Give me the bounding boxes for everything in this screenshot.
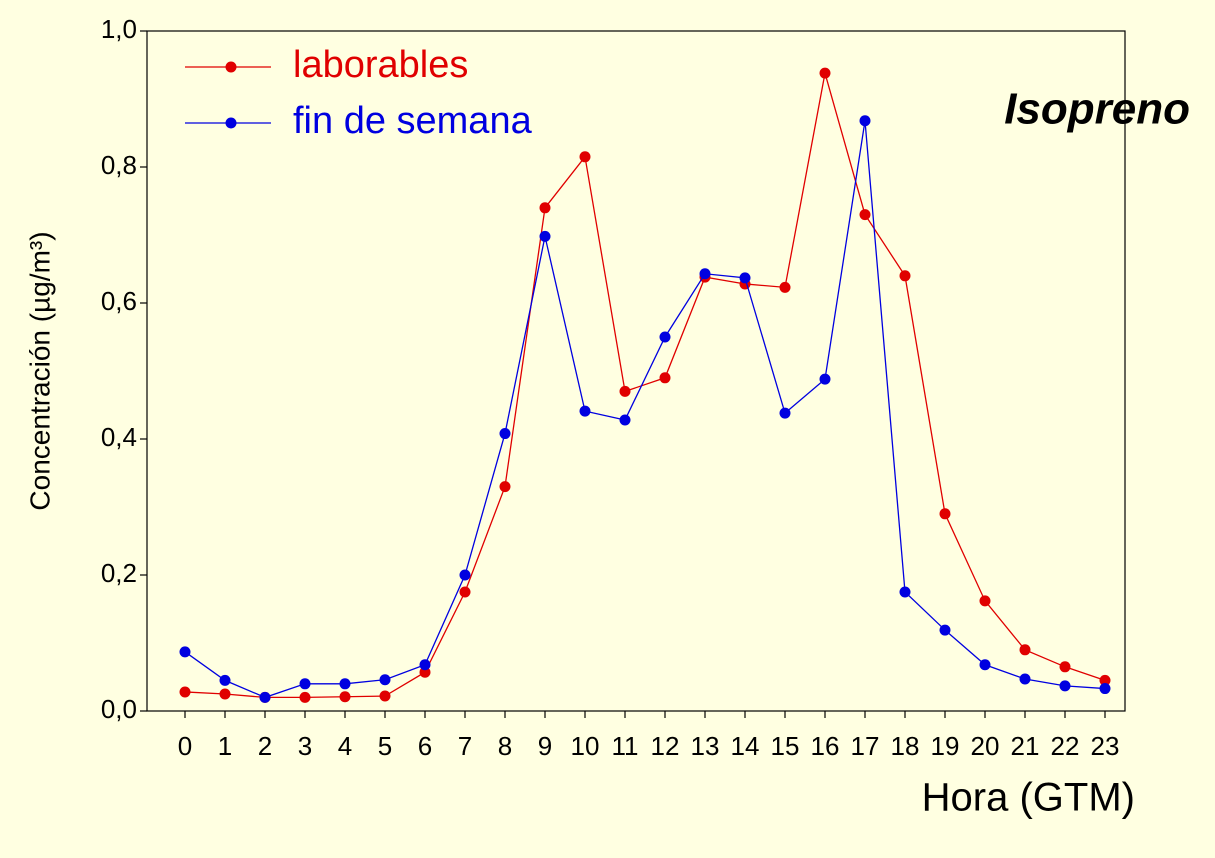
y-tick-label: 1,0 — [101, 14, 137, 44]
x-tick-label: 15 — [771, 731, 800, 761]
data-point — [579, 151, 591, 163]
data-point — [779, 281, 791, 293]
x-tick-label: 14 — [731, 731, 760, 761]
data-point — [579, 405, 591, 417]
data-point — [459, 586, 471, 598]
data-point — [339, 678, 351, 690]
data-point — [979, 659, 991, 671]
data-point — [899, 586, 911, 598]
data-point — [539, 230, 551, 242]
y-axis-label: Concentración (µg/m³) — [24, 231, 55, 510]
data-point — [819, 67, 831, 79]
x-tick-label: 1 — [218, 731, 232, 761]
data-point — [339, 691, 351, 703]
data-point — [1059, 680, 1071, 692]
data-point — [299, 678, 311, 690]
x-axis-label: Hora (GTM) — [922, 776, 1135, 820]
data-point — [899, 270, 911, 282]
data-point — [219, 688, 231, 700]
x-tick-label: 13 — [691, 731, 720, 761]
data-point — [179, 686, 191, 698]
x-tick-label: 7 — [458, 731, 472, 761]
x-tick-label: 10 — [571, 731, 600, 761]
x-tick-label: 8 — [498, 731, 512, 761]
data-point — [379, 690, 391, 702]
data-point — [1059, 661, 1071, 673]
data-point — [1099, 674, 1111, 686]
x-tick-label: 20 — [971, 731, 1000, 761]
data-point — [819, 373, 831, 385]
data-point — [659, 372, 671, 384]
data-point — [659, 331, 671, 343]
x-tick-label: 19 — [931, 731, 960, 761]
x-tick-label: 21 — [1011, 731, 1040, 761]
x-tick-label: 23 — [1091, 731, 1120, 761]
data-point — [1019, 644, 1031, 656]
data-point — [939, 508, 951, 520]
data-point — [939, 624, 951, 636]
data-point — [499, 428, 511, 440]
data-point — [499, 481, 511, 493]
legend-label: laborables — [293, 44, 468, 86]
data-point — [859, 209, 871, 221]
series-line — [184, 72, 1106, 699]
chart-title: Isopreno — [1004, 85, 1190, 134]
x-tick-label: 2 — [258, 731, 272, 761]
plot-area — [146, 30, 1126, 712]
data-point — [379, 674, 391, 686]
data-point — [1019, 673, 1031, 685]
x-tick-label: 22 — [1051, 731, 1080, 761]
data-point — [619, 414, 631, 426]
x-tick-label: 17 — [851, 731, 880, 761]
x-tick-label: 9 — [538, 731, 552, 761]
legend-label: fin de semana — [293, 100, 533, 142]
x-tick-label: 16 — [811, 731, 840, 761]
data-point — [1099, 683, 1111, 695]
data-point — [259, 691, 271, 703]
x-tick-label: 6 — [418, 731, 432, 761]
y-tick-label: 0,4 — [101, 422, 137, 452]
x-tick-label: 18 — [891, 731, 920, 761]
legend-marker — [225, 117, 237, 129]
y-tick-label: 0,2 — [101, 558, 137, 588]
y-tick-label: 0,8 — [101, 150, 137, 180]
data-point — [699, 268, 711, 280]
data-point — [779, 407, 791, 419]
y-tick-label: 0,0 — [101, 694, 137, 724]
x-tick-label: 5 — [378, 731, 392, 761]
x-tick-label: 11 — [612, 731, 639, 761]
x-tick-label: 4 — [338, 731, 352, 761]
data-point — [979, 595, 991, 607]
data-point — [179, 646, 191, 658]
x-tick-label: 12 — [651, 731, 680, 761]
data-point — [419, 659, 431, 671]
series-line — [184, 120, 1106, 699]
data-point — [619, 385, 631, 397]
data-point — [739, 272, 751, 284]
x-tick-label: 0 — [178, 731, 192, 761]
data-point — [539, 202, 551, 214]
legend-marker — [225, 61, 237, 73]
data-point — [299, 691, 311, 703]
y-tick-label: 0,6 — [101, 286, 137, 316]
x-tick-label: 3 — [298, 731, 312, 761]
data-point — [219, 674, 231, 686]
data-point — [859, 115, 871, 127]
data-point — [459, 569, 471, 581]
